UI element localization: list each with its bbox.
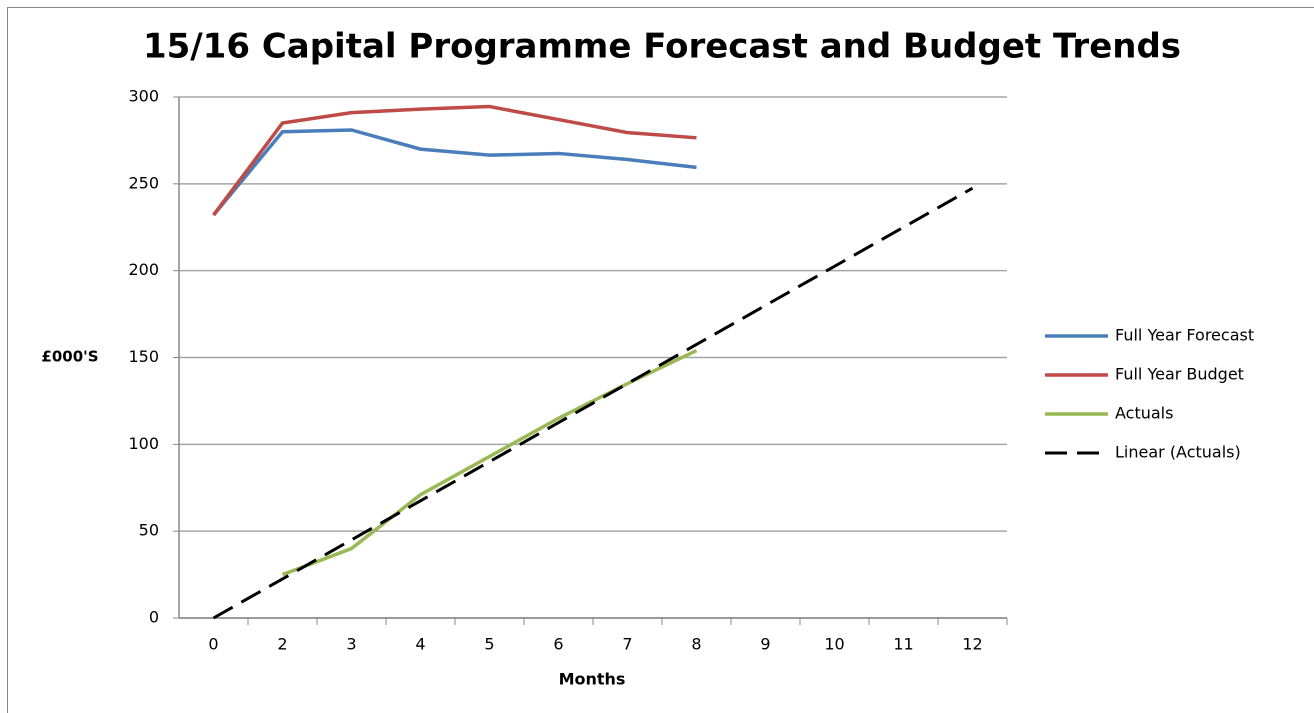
frame (7, 7, 1314, 713)
x-tick-label: 10 (824, 635, 844, 654)
x-tick-label: 2 (277, 635, 287, 654)
x-tick-label: 3 (346, 635, 356, 654)
series-line (212, 128, 697, 217)
x-axis-label: Months (559, 670, 626, 689)
series-line (212, 186, 974, 620)
y-tick-label: 50 (139, 521, 159, 540)
y-tick-label: 0 (149, 608, 159, 627)
legend-label: Full Year Forecast (1115, 326, 1254, 345)
x-tick-label: 6 (553, 635, 563, 654)
legend-label: Linear (Actuals) (1115, 443, 1241, 462)
y-tick-label: 200 (128, 260, 159, 279)
x-tick-label: 5 (484, 635, 494, 654)
x-tick-label: 12 (962, 635, 982, 654)
x-tick-label: 9 (760, 635, 770, 654)
x-tick-label: 8 (691, 635, 701, 654)
y-tick-label: 300 (128, 87, 159, 106)
y-axis-label: £000'S (41, 348, 98, 366)
legend-label: Actuals (1115, 404, 1173, 423)
x-tick-label: 0 (208, 635, 218, 654)
y-tick-label: 150 (128, 347, 159, 366)
legend-label: Full Year Budget (1115, 365, 1244, 384)
series-line (212, 104, 697, 217)
y-tick-label: 250 (128, 173, 159, 192)
y-tick-label: 100 (128, 434, 159, 453)
x-tick-label: 4 (415, 635, 425, 654)
chart-title: 15/16 Capital Programme Forecast and Bud… (143, 27, 1181, 67)
x-tick-label: 7 (622, 635, 632, 654)
x-tick-label: 11 (893, 635, 913, 654)
series-line (281, 348, 698, 577)
